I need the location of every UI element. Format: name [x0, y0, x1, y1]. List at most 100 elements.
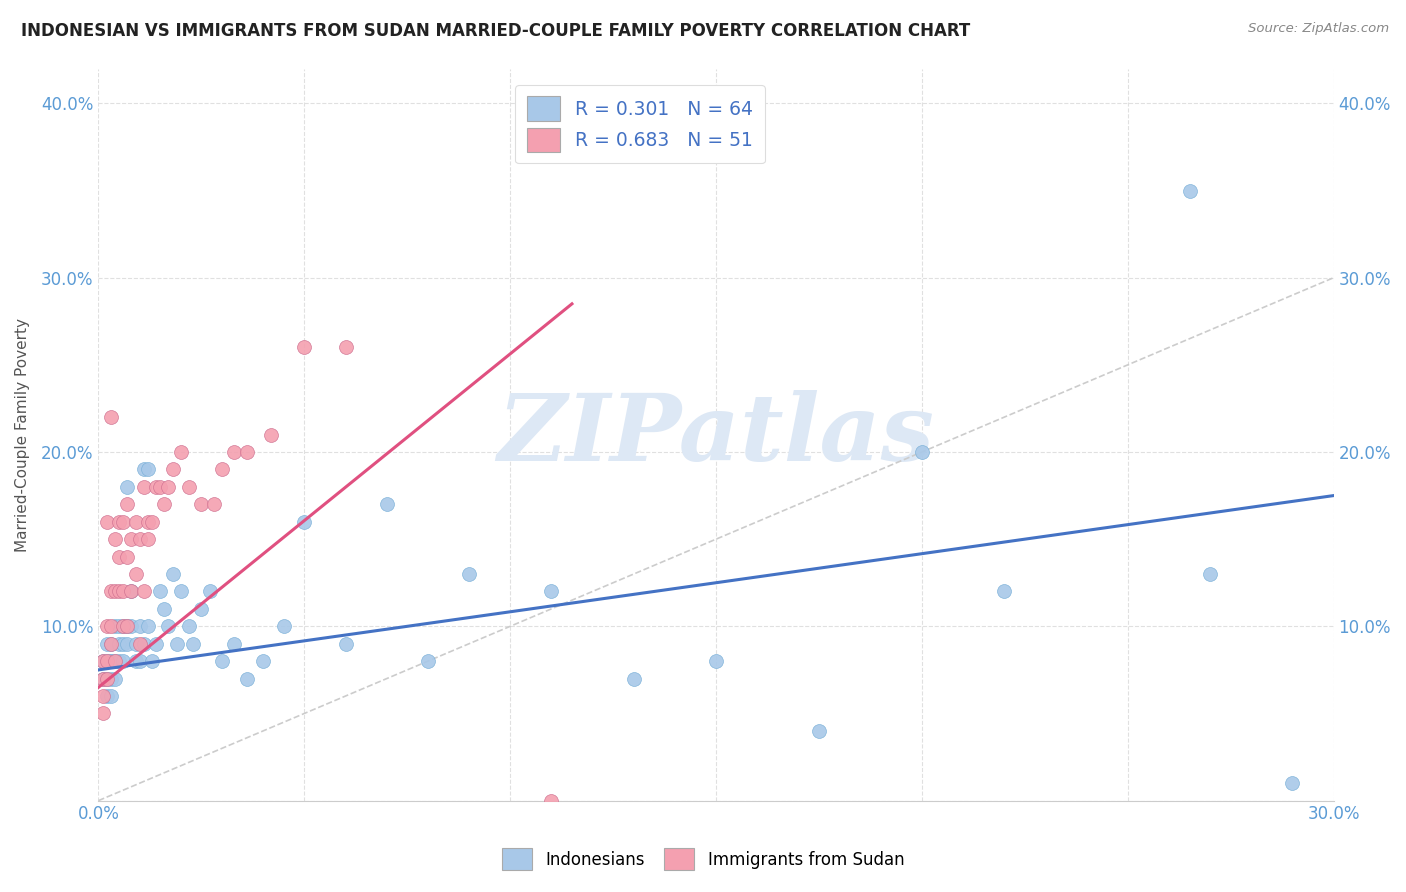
- Point: [117, 549, 139, 564]
- Point: [117, 637, 139, 651]
- Point: [117, 497, 139, 511]
- Point: [211, 654, 233, 668]
- Point: [540, 584, 562, 599]
- Point: [100, 654, 122, 668]
- Point: [170, 584, 193, 599]
- Point: [100, 637, 122, 651]
- Point: [190, 602, 212, 616]
- Point: [124, 654, 146, 668]
- Point: [807, 723, 830, 738]
- Y-axis label: Married-Couple Family Poverty: Married-Couple Family Poverty: [15, 318, 30, 551]
- Point: [170, 445, 193, 459]
- Point: [108, 654, 131, 668]
- Point: [91, 654, 114, 668]
- Point: [153, 602, 176, 616]
- Point: [91, 706, 114, 721]
- Point: [91, 654, 114, 668]
- Point: [91, 672, 114, 686]
- Point: [162, 462, 184, 476]
- Point: [128, 654, 150, 668]
- Legend: R = 0.301   N = 64, R = 0.683   N = 51: R = 0.301 N = 64, R = 0.683 N = 51: [516, 86, 765, 163]
- Point: [177, 619, 200, 633]
- Point: [124, 567, 146, 582]
- Point: [260, 427, 283, 442]
- Point: [100, 689, 122, 703]
- Point: [141, 654, 163, 668]
- Point: [136, 532, 159, 546]
- Point: [162, 567, 184, 582]
- Point: [108, 619, 131, 633]
- Point: [96, 619, 118, 633]
- Point: [235, 672, 257, 686]
- Point: [108, 637, 131, 651]
- Point: [117, 480, 139, 494]
- Point: [128, 637, 150, 651]
- Point: [108, 549, 131, 564]
- Point: [100, 584, 122, 599]
- Point: [120, 619, 142, 633]
- Point: [911, 445, 934, 459]
- Point: [120, 584, 142, 599]
- Point: [1281, 776, 1303, 790]
- Point: [136, 619, 159, 633]
- Point: [117, 619, 139, 633]
- Point: [91, 689, 114, 703]
- Point: [141, 515, 163, 529]
- Point: [104, 619, 127, 633]
- Point: [145, 480, 167, 494]
- Point: [112, 637, 135, 651]
- Point: [96, 672, 118, 686]
- Text: Source: ZipAtlas.com: Source: ZipAtlas.com: [1249, 22, 1389, 36]
- Point: [117, 619, 139, 633]
- Point: [416, 654, 439, 668]
- Point: [623, 672, 645, 686]
- Point: [149, 584, 172, 599]
- Text: ZIPatlas: ZIPatlas: [498, 390, 935, 480]
- Point: [198, 584, 221, 599]
- Point: [100, 672, 122, 686]
- Point: [96, 689, 118, 703]
- Point: [104, 584, 127, 599]
- Point: [458, 567, 481, 582]
- Legend: Indonesians, Immigrants from Sudan: Indonesians, Immigrants from Sudan: [495, 842, 911, 877]
- Point: [993, 584, 1015, 599]
- Point: [108, 515, 131, 529]
- Point: [149, 480, 172, 494]
- Point: [132, 480, 155, 494]
- Point: [292, 515, 315, 529]
- Point: [112, 584, 135, 599]
- Point: [375, 497, 398, 511]
- Point: [292, 340, 315, 354]
- Point: [96, 654, 118, 668]
- Point: [100, 654, 122, 668]
- Point: [104, 532, 127, 546]
- Point: [100, 637, 122, 651]
- Point: [177, 480, 200, 494]
- Point: [540, 794, 562, 808]
- Point: [157, 480, 180, 494]
- Point: [96, 515, 118, 529]
- Point: [120, 584, 142, 599]
- Point: [704, 654, 727, 668]
- Point: [190, 497, 212, 511]
- Point: [252, 654, 274, 668]
- Point: [100, 619, 122, 633]
- Point: [181, 637, 204, 651]
- Point: [132, 462, 155, 476]
- Point: [157, 619, 180, 633]
- Point: [112, 654, 135, 668]
- Point: [136, 462, 159, 476]
- Point: [224, 637, 246, 651]
- Point: [100, 410, 122, 425]
- Point: [145, 637, 167, 651]
- Point: [1199, 567, 1222, 582]
- Point: [132, 637, 155, 651]
- Point: [108, 584, 131, 599]
- Point: [104, 654, 127, 668]
- Point: [104, 672, 127, 686]
- Point: [128, 619, 150, 633]
- Point: [335, 637, 357, 651]
- Point: [120, 532, 142, 546]
- Point: [136, 515, 159, 529]
- Point: [235, 445, 257, 459]
